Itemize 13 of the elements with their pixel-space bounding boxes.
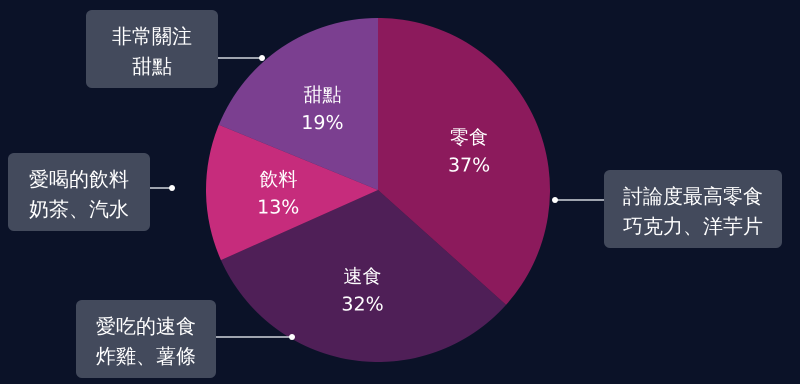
text: 愛喝的飲料奶茶、汽水	[29, 167, 129, 221]
slice-label: 飲料	[259, 168, 298, 191]
text: 非常關注	[112, 24, 192, 48]
slice-label: 速食	[344, 266, 382, 288]
slice-label: 零食	[450, 126, 488, 148]
slice-label: 甜點	[303, 84, 342, 106]
text: 討論度最高零食巧克力、洋芋片	[623, 184, 763, 238]
data-label: 37%	[448, 154, 490, 176]
text: 愛吃的速食炸雞、薯條	[96, 314, 196, 368]
slice-label: 甜點	[132, 54, 172, 78]
data-label: 32%	[341, 294, 384, 316]
data-label: 19%	[301, 112, 344, 134]
data-label: 13%	[257, 196, 300, 219]
